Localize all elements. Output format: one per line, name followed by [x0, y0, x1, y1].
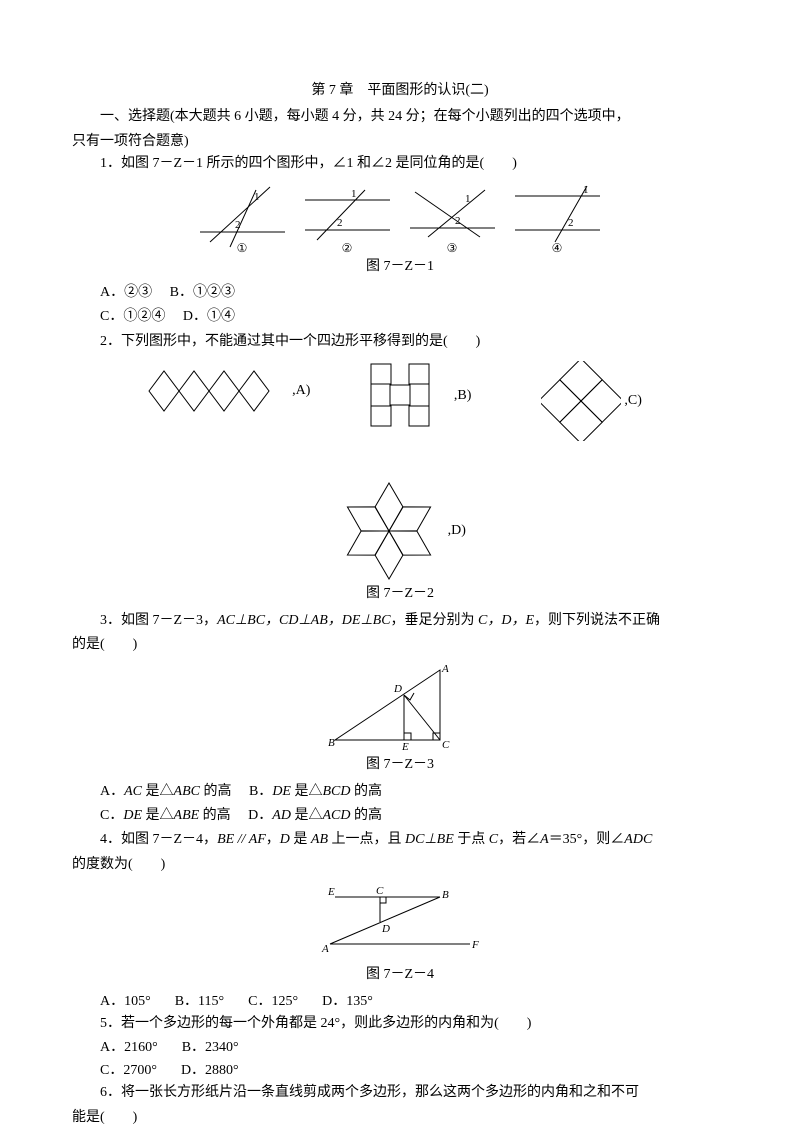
q4-node-a: A: [321, 943, 329, 955]
q4-node-b: B: [442, 889, 449, 901]
q5-opt-d: D．2880°: [181, 1060, 239, 1082]
q2-shape-d: [334, 481, 444, 581]
q3-end: ，则下列说法不正确: [534, 613, 660, 628]
q2-label-c: ,C): [624, 393, 642, 408]
q4-text-2: 的度数为( ): [72, 854, 728, 876]
chapter-title: 第 7 章 平面图形的认识(二): [72, 80, 728, 102]
q2-shape-c: [541, 361, 621, 441]
q3-row1: A．AC 是△ABC 的高 B．DE 是△BCD 的高: [72, 781, 728, 803]
fig1-label-4: ④: [552, 241, 563, 254]
q4-text: 4．如图 7－Z－4，BE // AF，D 是 AB 上一点，且 DC⊥BE 于…: [72, 829, 728, 851]
q5-opt-b: B．2340°: [182, 1037, 239, 1059]
fig1-label-3: ③: [447, 241, 458, 254]
figure-7z3-caption: 图 7－Z－3: [72, 754, 728, 776]
q2-shape-b: [350, 361, 450, 431]
q2-label-d: ,D): [448, 523, 466, 538]
q1-opt-b: B．①②③: [170, 285, 235, 300]
q5-opt-c: C．2700°: [100, 1060, 157, 1082]
q3-node-d: D: [393, 683, 402, 695]
section-header: 一、选择题(本大题共 6 小题，每小题 4 分，共 24 分；在每个小题列出的四…: [72, 106, 728, 128]
section-header-cont: 只有一项符合题意): [72, 131, 728, 153]
q5-opt-a: A．2160°: [100, 1037, 158, 1059]
q1-options-row2: C．①②④ D．①④: [72, 306, 728, 328]
q2-text: 2．下列图形中，不能通过其中一个四边形平移得到的是( ): [72, 331, 728, 353]
q3-post: ，垂足分别为: [391, 613, 479, 628]
q2-label-a: ,A): [292, 383, 310, 398]
q3-text: 3．如图 7－Z－3，AC⊥BC，CD⊥AB，DE⊥BC，垂足分别为 C，D，E…: [72, 610, 728, 632]
q4-node-c: C: [376, 885, 384, 897]
q1-options-row1: A．②③ B．①②③: [72, 282, 728, 304]
svg-text:1: 1: [583, 184, 589, 196]
q4-node-e: E: [327, 886, 335, 898]
figure-7z1: 1 2 1 2 1 2: [72, 182, 728, 254]
svg-text:2: 2: [455, 215, 461, 227]
q3-row2: C．DE 是△ABE 的高 D．AD 是△ACD 的高: [72, 805, 728, 827]
q2-label-b: ,B): [454, 388, 472, 403]
q1-opt-d: D．①④: [183, 309, 235, 324]
svg-text:2: 2: [568, 217, 574, 229]
q3-math: AC⊥BC，CD⊥AB，DE⊥BC: [217, 613, 390, 628]
q6-text-2: 能是( ): [72, 1107, 728, 1129]
svg-text:1: 1: [465, 193, 471, 205]
q1-opt-c: C．①②④: [100, 309, 165, 324]
q5-row2: C．2700° D．2880°: [72, 1060, 728, 1082]
figure-7z2: ,A) ,B) ,C): [72, 361, 728, 581]
q2-shape-a: [129, 361, 289, 421]
q4-options: A．105° B．115° C．125° D．135°: [72, 991, 728, 1013]
svg-text:2: 2: [337, 217, 343, 229]
figure-7z2-caption: 图 7－Z－2: [72, 583, 728, 605]
q3-node-b: B: [328, 737, 335, 749]
q5-row1: A．2160° B．2340°: [72, 1037, 728, 1059]
fig1-label-1: ①: [237, 241, 248, 254]
svg-text:1: 1: [351, 188, 357, 200]
q3-pre: 3．如图 7－Z－3，: [100, 613, 217, 628]
q4-opt-b: B．115°: [175, 991, 224, 1013]
figure-7z4-caption: 图 7－Z－4: [72, 964, 728, 986]
q4-node-d: D: [381, 923, 390, 935]
q4-opt-d: D．135°: [322, 991, 373, 1013]
q3-feet: C，D，E: [478, 613, 534, 628]
q6-text: 6．将一张长方形纸片沿一条直线剪成两个多边形，那么这两个多边形的内角和之和不可: [72, 1082, 728, 1104]
figure-7z4: E C B A D F: [72, 882, 728, 962]
figure-7z3: A B C D E: [72, 662, 728, 752]
q4-opt-a: A．105°: [100, 991, 151, 1013]
figure-7z1-caption: 图 7－Z－1: [72, 256, 728, 278]
q1-text: 1．如图 7－Z－1 所示的四个图形中，∠1 和∠2 是同位角的是( ): [72, 153, 728, 175]
q3-node-e: E: [401, 741, 409, 752]
fig1-label-2: ②: [342, 241, 353, 254]
svg-text:1: 1: [254, 191, 260, 203]
q5-text: 5．若一个多边形的每一个外角都是 24°，则此多边形的内角和为( ): [72, 1013, 728, 1035]
q4-node-f: F: [471, 939, 479, 951]
q3-node-c: C: [442, 739, 450, 751]
q4-opt-c: C．125°: [248, 991, 298, 1013]
q3-node-a: A: [441, 663, 449, 675]
svg-text:2: 2: [235, 219, 241, 231]
q1-opt-a: A．②③: [100, 285, 152, 300]
q3-text-2: 的是( ): [72, 634, 728, 656]
